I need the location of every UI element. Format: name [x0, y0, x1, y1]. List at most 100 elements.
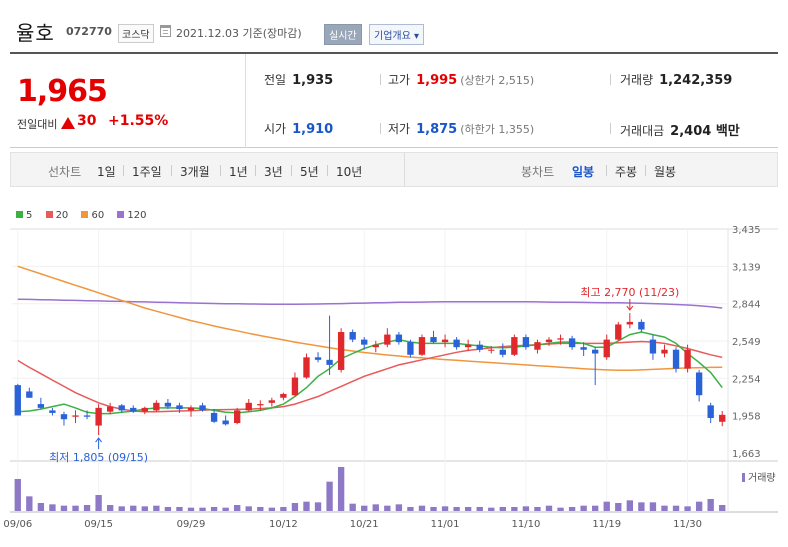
series-ma5 [17, 331, 723, 415]
candle-body [499, 349, 506, 355]
legend-swatch [81, 211, 89, 218]
low-annotation: 최저 1,805 (09/15) [49, 451, 148, 464]
high-label: 고가 [388, 73, 411, 87]
candle-body [395, 334, 403, 343]
volume-bar [649, 502, 657, 511]
high-value: 1,995 [416, 73, 458, 88]
diff-value: 30 [77, 113, 97, 129]
divider [380, 74, 381, 85]
y-tick-label: 2,549 [732, 337, 761, 348]
volume-bar [361, 505, 368, 511]
period-1d[interactable]: 1일 [97, 165, 116, 179]
volume-cell: 거래량 1,242,359 [620, 71, 732, 88]
divider [645, 165, 646, 176]
candle-body [488, 349, 495, 351]
candle-body [337, 332, 345, 370]
period-3y[interactable]: 3년 [264, 165, 283, 179]
divider [610, 123, 611, 134]
volume-bar [615, 503, 622, 511]
volume-bar [60, 505, 68, 511]
low-arrow-head [95, 437, 103, 443]
volume-bar [499, 507, 506, 511]
volume-bar [95, 495, 102, 511]
period-3m[interactable]: 3개월 [180, 165, 210, 179]
up-triangle-icon [61, 117, 75, 129]
x-tick-label: 09/06 [3, 519, 32, 530]
y-tick-label: 3,435 [732, 225, 761, 236]
period-1y[interactable]: 1년 [229, 165, 248, 179]
divider [220, 165, 221, 176]
legend-ma5[interactable]: 5 [16, 210, 32, 221]
candle-body [49, 410, 56, 413]
candle-weekly[interactable]: 주봉 [615, 165, 638, 179]
volume-bar [245, 506, 252, 511]
candle-body [326, 359, 333, 365]
candle-body [83, 415, 91, 417]
stock-name: 율호 [16, 21, 55, 45]
volume-label: 거래량 [620, 73, 654, 87]
volume-label: 거래량 [748, 472, 776, 484]
high-arrow-head [626, 305, 634, 311]
candle-daily[interactable]: 일봉 [572, 165, 595, 179]
series-ma60 [17, 265, 723, 371]
period-5y[interactable]: 5년 [300, 165, 319, 179]
candle-body [476, 344, 483, 350]
candle-body [407, 342, 414, 355]
period-10y[interactable]: 10년 [336, 165, 363, 179]
open-label: 시가 [264, 122, 287, 136]
volume-bar [384, 505, 391, 511]
volume-bar [695, 501, 703, 511]
volume-bar [661, 505, 668, 511]
volume-bar [372, 504, 379, 511]
legend-ma60[interactable]: 60 [81, 210, 104, 221]
candle-body [684, 349, 691, 369]
current-price: 1,965 [17, 74, 108, 109]
volume-bar [83, 505, 91, 511]
calendar-icon [160, 25, 171, 37]
x-tick-label: 11/10 [511, 519, 540, 530]
volume-bar [568, 507, 576, 511]
legend-label: 120 [127, 210, 147, 221]
quote-panel: 1,965 전일대비 30 +1.55% 전일 1,935 고가 1,995 (상한가… [10, 54, 778, 148]
volume-bar [441, 506, 449, 511]
volume-bar [118, 506, 125, 511]
x-tick-label: 11/19 [592, 519, 621, 530]
stock-code: 072770 [66, 25, 112, 38]
diff-label: 전일대비 [17, 118, 58, 131]
candle-body [361, 339, 368, 345]
legend-ma20[interactable]: 20 [45, 210, 68, 221]
volume-bar [638, 502, 645, 511]
candle-body [95, 407, 102, 426]
candle-body [222, 420, 229, 425]
lower-limit: (하한가 1,355) [460, 123, 535, 136]
divider [380, 123, 381, 134]
market-badge: 코스닥 [118, 24, 154, 43]
x-tick-label: 10/21 [350, 519, 379, 530]
base-date: 2021.12.03 기준(장마감) [176, 27, 302, 40]
candle-body [118, 405, 125, 411]
series-ma20 [17, 340, 723, 413]
period-1w[interactable]: 1주일 [132, 165, 162, 179]
x-tick-label: 09/15 [84, 519, 113, 530]
candle-body [511, 337, 518, 355]
candle-body [615, 324, 622, 340]
volume-bar [557, 507, 564, 511]
volume-bar [14, 479, 21, 511]
candle-monthly[interactable]: 월봉 [654, 165, 677, 179]
candle-body [522, 337, 530, 348]
volume-bar [153, 505, 160, 511]
candle-body [245, 402, 252, 411]
realtime-button[interactable]: 실시간 [324, 24, 362, 45]
amount-label: 거래대금 [620, 124, 665, 138]
legend-ma120[interactable]: 120 [117, 210, 147, 221]
volume-bar [511, 507, 518, 511]
volume-bar [592, 505, 599, 511]
y-tick-label: 2,254 [732, 374, 761, 385]
upper-limit: (상한가 2,515) [460, 74, 535, 87]
divider [404, 153, 405, 186]
candle-body [314, 357, 322, 360]
volume-bar [430, 507, 437, 511]
company-overview-button[interactable]: 기업개요 ▾ [369, 24, 424, 45]
low-value: 1,875 [416, 122, 458, 137]
volume-bar [407, 507, 414, 511]
